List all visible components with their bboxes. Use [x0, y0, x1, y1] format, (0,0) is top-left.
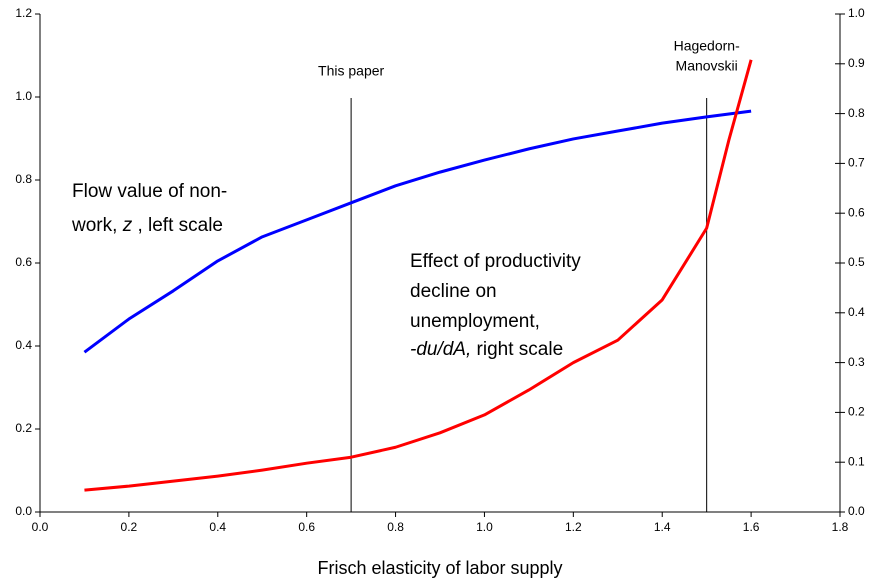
annotation: Flow value of non-	[72, 181, 227, 202]
annotation-part: decline on	[410, 281, 497, 302]
y2-tick-label: 0.9	[848, 56, 865, 70]
y-tick-label: 0.0	[15, 504, 32, 518]
annotation-part: Effect of productivity	[410, 251, 581, 272]
annotation: unemployment,	[410, 311, 540, 332]
y2-tick-label: 0.5	[848, 255, 865, 269]
y-tick-label: 0.4	[15, 338, 32, 352]
annotation: decline on	[410, 281, 497, 302]
x-tick-label: 0.4	[209, 520, 226, 534]
x-tick-label: 0.0	[32, 520, 49, 534]
annotation: Effect of productivity	[410, 251, 581, 272]
annotation-part: Flow value of non-	[72, 181, 227, 202]
annotation-part: right scale	[471, 339, 563, 360]
series-line	[84, 59, 753, 492]
y-tick-label: 1.2	[15, 6, 32, 20]
reference-label: Hagedorn-	[674, 38, 740, 54]
x-tick-label: 0.6	[298, 520, 315, 534]
y2-tick-label: 0.2	[848, 405, 865, 419]
x-tick-label: 1.2	[565, 520, 582, 534]
y2-tick-label: 0.0	[848, 504, 865, 518]
reference-label: This paper	[318, 63, 384, 79]
annotation-part: work,	[71, 215, 123, 236]
annotation: work, z , left scale	[71, 215, 223, 236]
y2-tick-label: 0.1	[848, 454, 865, 468]
y-tick-label: 1.0	[15, 89, 32, 103]
annotation-part: z	[122, 215, 133, 236]
annotation-part: unemployment,	[410, 311, 540, 332]
y2-tick-label: 0.7	[848, 156, 865, 170]
y2-tick-label: 0.8	[848, 106, 865, 120]
x-tick-label: 0.2	[121, 520, 138, 534]
reference-label: Manovskii	[676, 58, 738, 74]
y2-tick-label: 1.0	[848, 6, 865, 20]
annotation: -du/dA, right scale	[410, 339, 563, 360]
x-tick-label: 1.8	[832, 520, 849, 534]
y2-tick-label: 0.3	[848, 355, 865, 369]
y-tick-label: 0.2	[15, 421, 32, 435]
x-tick-label: 0.8	[387, 520, 404, 534]
annotation-part: , left scale	[132, 215, 223, 236]
annotation-part: -du/dA,	[410, 339, 471, 360]
x-tick-label: 1.6	[743, 520, 760, 534]
x-tick-label: 1.0	[476, 520, 493, 534]
y2-tick-label: 0.4	[848, 305, 865, 319]
x-axis-label: Frisch elasticity of labor supply	[317, 558, 562, 578]
y2-tick-label: 0.6	[848, 205, 865, 219]
series-line	[83, 109, 752, 354]
y-tick-label: 0.6	[15, 255, 32, 269]
y-tick-label: 0.8	[15, 172, 32, 186]
x-tick-label: 1.4	[654, 520, 671, 534]
